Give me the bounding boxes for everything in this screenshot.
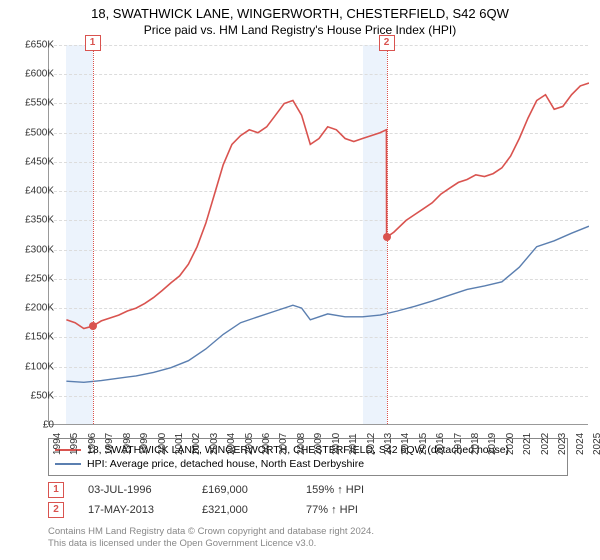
footer-line: Contains HM Land Registry data © Crown c… xyxy=(48,526,374,538)
chart-area: 12 xyxy=(48,45,588,425)
y-axis-label: £250K xyxy=(10,273,54,284)
plot-region: 12 xyxy=(48,45,588,425)
x-axis-label: 2009 xyxy=(313,433,324,455)
x-axis-label: 1995 xyxy=(69,433,80,455)
series-marker xyxy=(89,322,97,330)
x-axis-label: 1999 xyxy=(139,433,150,455)
x-axis-label: 2022 xyxy=(540,433,551,455)
y-axis-label: £350K xyxy=(10,215,54,226)
x-axis-label: 2017 xyxy=(453,433,464,455)
x-axis-label: 2001 xyxy=(174,433,185,455)
x-axis-label: 2024 xyxy=(575,433,586,455)
x-axis-label: 2004 xyxy=(226,433,237,455)
chart-lines xyxy=(49,45,589,425)
x-axis-label: 1998 xyxy=(122,433,133,455)
x-axis-label: 2008 xyxy=(296,433,307,455)
x-axis-label: 2021 xyxy=(522,433,533,455)
sale-marker: 1 xyxy=(48,482,64,498)
x-axis-label: 2007 xyxy=(278,433,289,455)
x-axis-label: 2023 xyxy=(557,433,568,455)
x-axis-label: 2025 xyxy=(592,433,600,455)
legend-swatch xyxy=(55,463,81,465)
footer-line: This data is licensed under the Open Gov… xyxy=(48,538,374,550)
chart-title: 18, SWATHWICK LANE, WINGERWORTH, CHESTER… xyxy=(0,0,600,21)
legend-label: HPI: Average price, detached house, Nort… xyxy=(87,458,364,470)
sale-row: 2 17-MAY-2013 £321,000 77% ↑ HPI xyxy=(48,500,396,520)
sale-price: £321,000 xyxy=(202,504,282,516)
y-axis-label: £600K xyxy=(10,69,54,80)
series-line-price_paid xyxy=(66,83,589,329)
y-axis-label: £150K xyxy=(10,332,54,343)
sale-date: 17-MAY-2013 xyxy=(88,504,178,516)
y-axis-label: £550K xyxy=(10,98,54,109)
y-axis-label: £200K xyxy=(10,303,54,314)
x-axis-label: 2019 xyxy=(487,433,498,455)
y-axis-label: £650K xyxy=(10,40,54,51)
y-axis-label: £450K xyxy=(10,156,54,167)
x-axis-label: 2003 xyxy=(209,433,220,455)
x-axis-label: 2020 xyxy=(505,433,516,455)
y-axis-label: £50K xyxy=(10,390,54,401)
sale-pct: 159% ↑ HPI xyxy=(306,484,396,496)
event-line xyxy=(93,45,94,424)
legend-item: HPI: Average price, detached house, Nort… xyxy=(55,457,561,471)
x-axis-label: 2002 xyxy=(191,433,202,455)
x-axis-label: 2015 xyxy=(418,433,429,455)
x-axis-label: 2016 xyxy=(435,433,446,455)
x-axis-label: 2006 xyxy=(261,433,272,455)
y-axis-label: £100K xyxy=(10,361,54,372)
x-axis-label: 2012 xyxy=(366,433,377,455)
x-axis-label: 2005 xyxy=(244,433,255,455)
x-axis-label: 2010 xyxy=(331,433,342,455)
sale-date: 03-JUL-1996 xyxy=(88,484,178,496)
sales-table: 1 03-JUL-1996 £169,000 159% ↑ HPI 2 17-M… xyxy=(48,480,396,520)
event-marker: 1 xyxy=(85,35,101,51)
footer: Contains HM Land Registry data © Crown c… xyxy=(48,526,374,550)
x-axis-label: 1997 xyxy=(104,433,115,455)
x-axis-label: 2014 xyxy=(400,433,411,455)
y-axis-label: £400K xyxy=(10,186,54,197)
series-marker xyxy=(383,233,391,241)
x-axis-label: 1994 xyxy=(52,433,63,455)
sale-row: 1 03-JUL-1996 £169,000 159% ↑ HPI xyxy=(48,480,396,500)
y-axis-label: £0 xyxy=(10,420,54,431)
sale-marker: 2 xyxy=(48,502,64,518)
y-axis-label: £300K xyxy=(10,244,54,255)
x-axis-label: 2018 xyxy=(470,433,481,455)
event-marker: 2 xyxy=(379,35,395,51)
x-axis-label: 2013 xyxy=(383,433,394,455)
x-axis-label: 2011 xyxy=(348,433,359,455)
sale-pct: 77% ↑ HPI xyxy=(306,504,396,516)
y-axis-label: £500K xyxy=(10,127,54,138)
sale-price: £169,000 xyxy=(202,484,282,496)
x-axis-label: 2000 xyxy=(157,433,168,455)
x-axis-label: 1996 xyxy=(87,433,98,455)
